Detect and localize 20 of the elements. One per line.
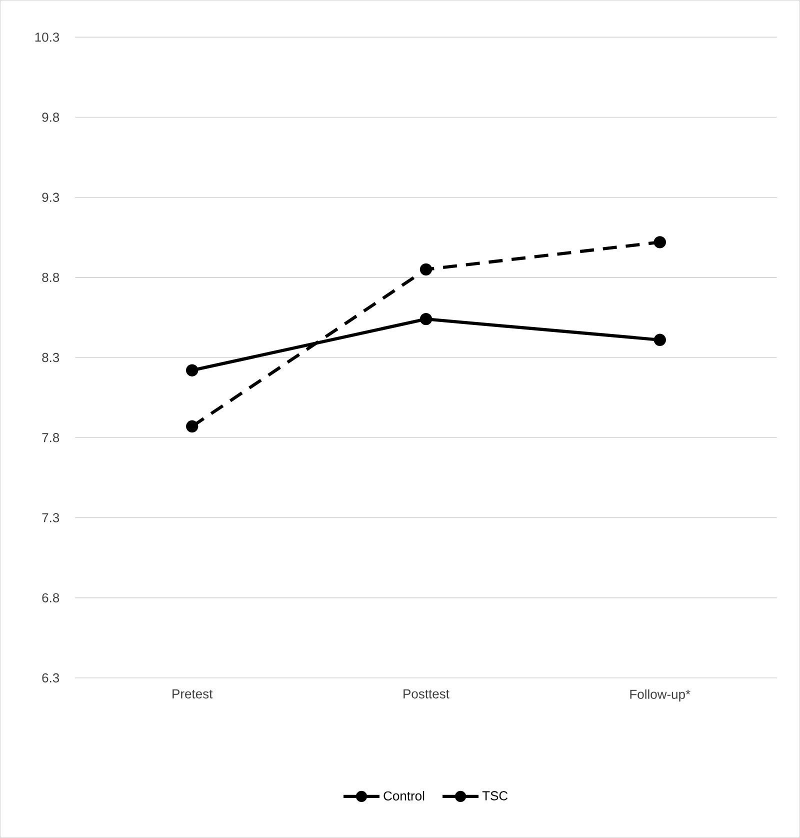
y-tick-label: 9.8 [42, 112, 60, 122]
y-tick-label: 6.3 [42, 673, 60, 682]
x-tick-label: Follow-up* [630, 689, 690, 702]
point [654, 236, 666, 248]
legend-label: TSC [482, 791, 508, 800]
y-tick-label: 7.8 [42, 433, 60, 442]
x-tick-label: Pretest [172, 689, 213, 698]
point [420, 312, 432, 326]
x-tick-label: Posttest [404, 689, 450, 698]
point [420, 263, 432, 276]
y-tick-label: 10.3 [35, 32, 60, 42]
point [186, 364, 198, 376]
point [186, 420, 198, 432]
legend-label: Control [384, 790, 424, 801]
point [654, 334, 666, 346]
y-tick-label: 6.8 [42, 593, 60, 602]
y-tick-label: 8.3 [42, 352, 60, 362]
y-tick-label: 9.3 [42, 192, 60, 202]
y-tick-label: 7.3 [42, 513, 60, 522]
y-tick-label: 8.8 [42, 272, 60, 282]
